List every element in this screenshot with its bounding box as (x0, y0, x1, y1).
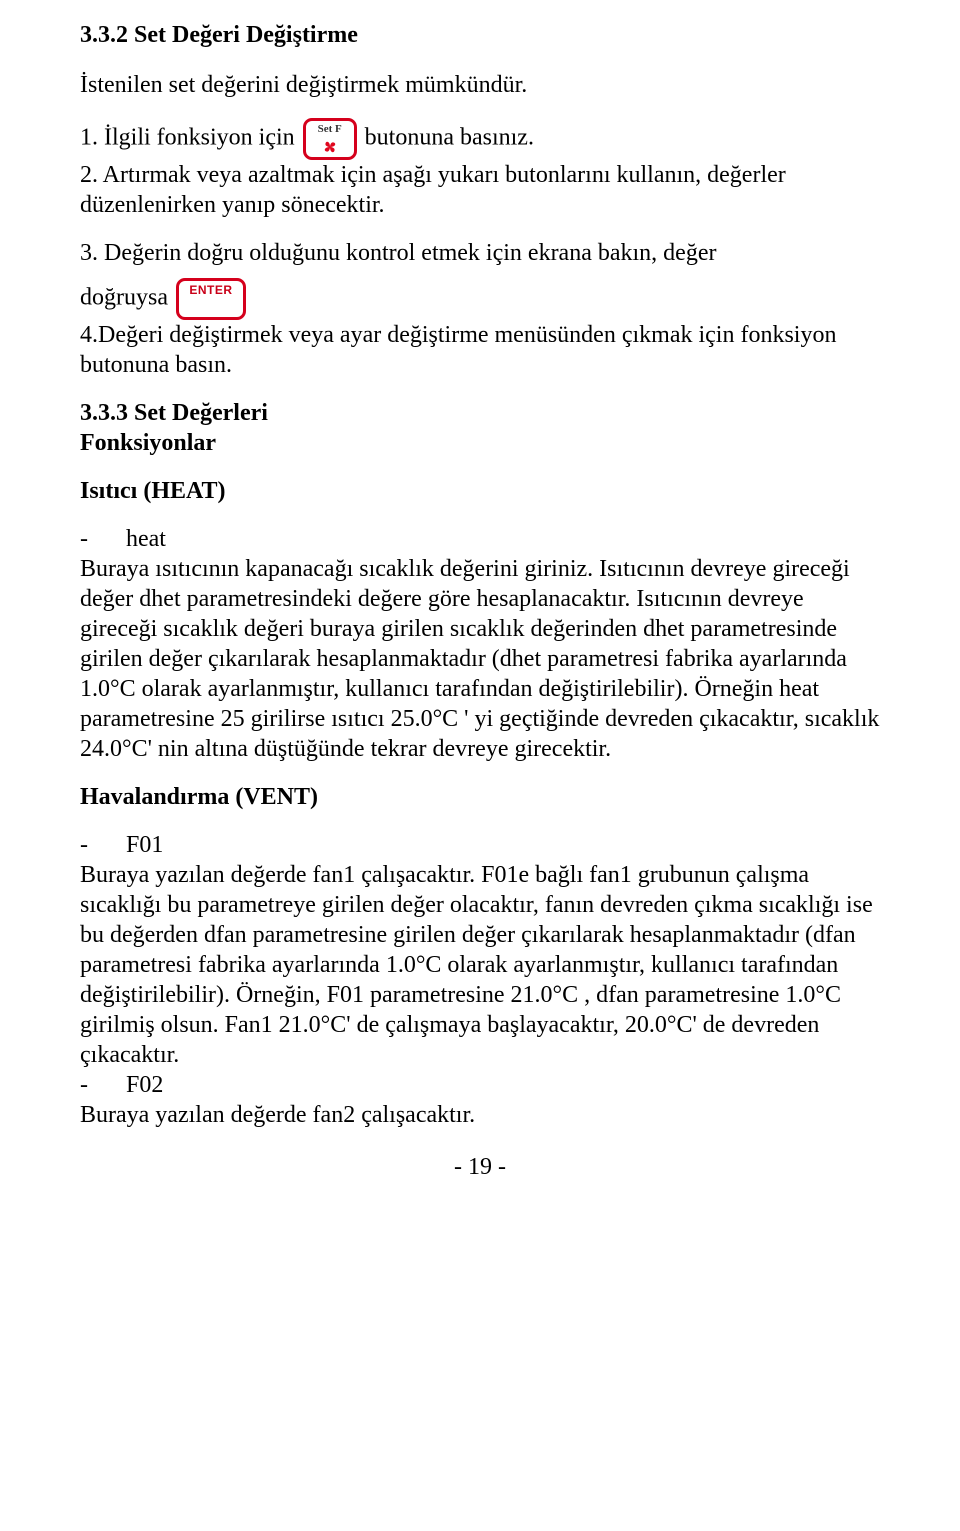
heat-heading: Isıtıcı (HEAT) (80, 476, 880, 506)
section-332-title: 3.3.2 Set Değeri Değiştirme (80, 20, 880, 50)
step-4: 4.Değeri değiştirmek veya ayar değiştirm… (80, 320, 880, 380)
fan-button-icon: Set F (303, 118, 357, 160)
section-332-intro: İstenilen set değerini değiştirmek mümkü… (80, 70, 880, 100)
heat-body: Buraya ısıtıcının kapanacağı sıcaklık de… (80, 554, 880, 764)
document-page: 3.3.2 Set Değeri Değiştirme İstenilen se… (0, 0, 960, 1531)
step-2: 2. Artırmak veya azaltmak için aşağı yuk… (80, 160, 880, 220)
bullet-dash: - (80, 1070, 120, 1100)
bullet-dash: - (80, 830, 120, 860)
vent-body-2: Buraya yazılan değerde fan2 çalışacaktır… (80, 1100, 880, 1130)
step-1: 1. İlgili fonksiyon için Set F butonuna … (80, 118, 880, 160)
step-3-line1: 3. Değerin doğru olduğunu kontrol etmek … (80, 238, 880, 268)
vent-heading: Havalandırma (VENT) (80, 782, 880, 812)
step-1-text-before: 1. İlgili fonksiyon için (80, 125, 301, 151)
bullet-dash: - (80, 524, 120, 554)
fan-blades-icon (319, 136, 341, 158)
vent-item1-label: F01 (126, 832, 163, 858)
vent-body-1: Buraya yazılan değerde fan1 çalışacaktır… (80, 860, 880, 1070)
section-333-title-l2: Fonksiyonlar (80, 428, 880, 458)
step-3: 3. Değerin doğru olduğunu kontrol etmek … (80, 238, 880, 320)
heat-list-item: - heat (80, 524, 880, 554)
step-3-before: doğruysa (80, 285, 174, 311)
step-1-text-after: butonuna basınız. (365, 125, 534, 151)
fan-button-label: Set F (318, 123, 342, 135)
enter-button-icon: ENTER (176, 278, 246, 320)
enter-button-label: ENTER (189, 283, 232, 297)
heat-item-label: heat (126, 526, 166, 552)
vent-list-item-2: - F02 (80, 1070, 880, 1100)
vent-item2-label: F02 (126, 1072, 163, 1098)
page-number: - 19 - (80, 1152, 880, 1182)
vent-list-item-1: - F01 (80, 830, 880, 860)
section-333-title-l1: 3.3.3 Set Değerleri (80, 398, 880, 428)
